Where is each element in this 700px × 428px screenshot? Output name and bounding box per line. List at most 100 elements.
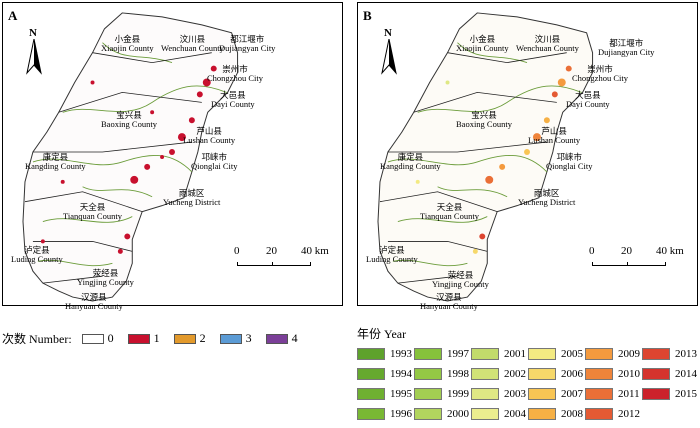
scale-tick-0: 0 — [589, 245, 595, 257]
legend-swatch-4 — [265, 333, 288, 344]
region-outline — [377, 12, 594, 302]
legend-year-item: 2007 — [528, 388, 583, 400]
place-label: 邛崃市 Qionglai City — [546, 152, 593, 171]
map-b-svg — [377, 12, 594, 302]
legend-label: 2001 — [504, 348, 526, 360]
legend-year-grid: 1993 1994 1995 1996 1997 1998 1999 2000 2001 2002… — [357, 348, 697, 428]
legend-year-item: 2015 — [642, 388, 697, 400]
legend-year-item: 1997 — [414, 348, 469, 360]
legend-swatch — [642, 388, 670, 400]
legend-label: 0 — [107, 331, 114, 345]
place-label: 大邑县 Dayi County — [211, 90, 255, 109]
legend-year-item: 2006 — [528, 368, 583, 380]
legend-swatch — [585, 408, 613, 420]
legend-label: 2002 — [504, 368, 526, 380]
place-label: 天全县 Tianquan County — [420, 202, 479, 221]
legend-swatch — [357, 348, 385, 360]
place-label: 雨城区 Yucheng District — [518, 188, 576, 207]
legend-label: 3 — [245, 331, 252, 345]
legend-title: 年份 Year — [357, 327, 407, 341]
boundary-lines — [24, 52, 212, 284]
place-label: 小金县 Xiaojin County — [456, 34, 509, 53]
place-label: 汉源县 Hanyuan County — [65, 292, 123, 311]
place-label: 都江堰市 Dujiangyan City — [219, 34, 276, 53]
north-arrow: N — [23, 27, 45, 77]
place-label: 荥经县 Yingjing County — [432, 270, 489, 289]
legend-label: 2006 — [561, 368, 583, 380]
green-river-lines — [32, 42, 227, 267]
legend-label: 2005 — [561, 348, 583, 360]
legend-swatch — [528, 388, 556, 400]
legend-year-item: 2004 — [471, 408, 526, 420]
legend-label: 2008 — [561, 408, 583, 420]
boundary-lines — [379, 52, 567, 284]
red-patches — [40, 65, 217, 254]
year-patches — [415, 65, 572, 254]
place-label: 大邑县 Dayi County — [566, 90, 610, 109]
legend-year-item: 2013 — [642, 348, 697, 360]
place-label: 汶川县 Wenchuan County — [161, 34, 224, 53]
panel-label: A — [8, 8, 18, 23]
legend-swatch — [357, 368, 385, 380]
north-arrow-icon — [26, 39, 42, 75]
legend-number: 次数 Number: 0 1 2 3 4 — [2, 330, 298, 347]
legend-label: 1997 — [447, 348, 469, 360]
legend-swatch — [471, 388, 499, 400]
legend-label: 2007 — [561, 388, 583, 400]
legend-year-item: 2012 — [585, 408, 640, 420]
place-label: 泸定县 Luding County — [366, 245, 418, 264]
north-arrow: N — [378, 27, 400, 77]
legend-title: 次数 Number: — [2, 332, 72, 346]
legend-swatch — [414, 348, 442, 360]
legend-year-item: 1998 — [414, 368, 469, 380]
place-label: 邛崃市 Qionglai City — [191, 152, 238, 171]
legend-label: 2000 — [447, 408, 469, 420]
legend-swatch — [471, 348, 499, 360]
legend-swatch — [528, 408, 556, 420]
scale-bar: 0 20 40 km — [231, 245, 341, 273]
legend-year-item: 1996 — [357, 408, 412, 420]
legend-year-item: 2009 — [585, 348, 640, 360]
map-a-svg — [22, 12, 239, 302]
scale-line — [592, 262, 666, 266]
legend-swatch — [585, 348, 613, 360]
north-label: N — [384, 27, 392, 39]
place-label: 康定县 Kangding County — [380, 152, 441, 171]
region-outline — [22, 12, 239, 302]
map-panel-a: A N 0 20 40 km 小金县 Xiaojin County 汶川县 Wenc… — [2, 2, 343, 311]
green-river-lines — [387, 42, 582, 267]
legend-year-item: 2011 — [585, 388, 640, 400]
legend-label: 2014 — [675, 368, 697, 380]
legend-label: 1998 — [447, 368, 469, 380]
place-label: 汉源县 Hanyuan County — [420, 292, 478, 311]
legend-year: 年份 Year 1993 1994 1995 1996 1997 1998 1999 2000… — [357, 325, 697, 428]
legend-swatch-1 — [127, 333, 150, 344]
legend-year-item: 2003 — [471, 388, 526, 400]
legend-year-item: 2010 — [585, 368, 640, 380]
legend-swatch — [357, 388, 385, 400]
north-arrow-icon — [381, 39, 397, 75]
place-label: 小金县 Xiaojin County — [101, 34, 154, 53]
legend-year-item: 2002 — [471, 368, 526, 380]
legend-year-item: 1993 — [357, 348, 412, 360]
place-label: 泸定县 Luding County — [11, 245, 63, 264]
legend-label: 1993 — [390, 348, 412, 360]
legend-label: 1994 — [390, 368, 412, 380]
legend-year-item: 2000 — [414, 408, 469, 420]
place-label: 崇州市 Chongzhou City — [207, 64, 263, 83]
legend-swatch — [585, 368, 613, 380]
place-label: 宝兴县 Baoxing County — [456, 110, 512, 129]
legend-swatch-0 — [81, 333, 104, 344]
legend-swatch — [357, 408, 385, 420]
legend-year-item: 2005 — [528, 348, 583, 360]
legend-label: 4 — [291, 331, 298, 345]
legend-swatch — [414, 388, 442, 400]
legend-year-item: 1995 — [357, 388, 412, 400]
legend-label: 2 — [199, 331, 206, 345]
scale-line — [237, 262, 311, 266]
scale-tick-0: 0 — [234, 245, 240, 257]
place-label: 天全县 Tianquan County — [63, 202, 122, 221]
scale-tick-40: 40 km — [656, 245, 684, 257]
legend-year-item: 1994 — [357, 368, 412, 380]
place-label: 汶川县 Wenchuan County — [516, 34, 579, 53]
